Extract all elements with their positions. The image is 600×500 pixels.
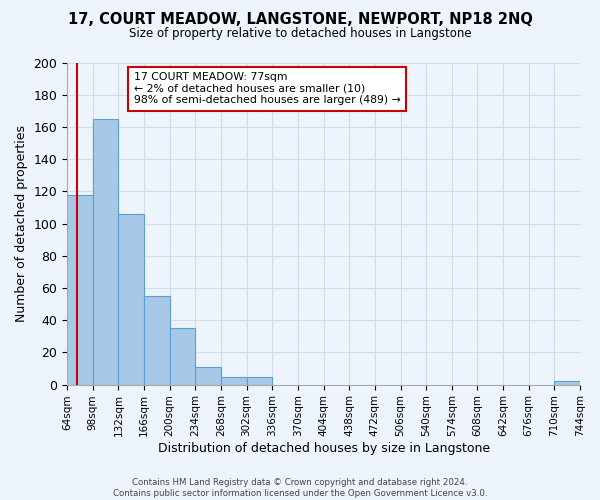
Bar bbox=[554, 382, 580, 384]
X-axis label: Distribution of detached houses by size in Langstone: Distribution of detached houses by size … bbox=[158, 442, 490, 455]
Text: 17, COURT MEADOW, LANGSTONE, NEWPORT, NP18 2NQ: 17, COURT MEADOW, LANGSTONE, NEWPORT, NP… bbox=[68, 12, 532, 28]
Text: Size of property relative to detached houses in Langstone: Size of property relative to detached ho… bbox=[128, 28, 472, 40]
Bar bbox=[170, 328, 196, 384]
Bar bbox=[196, 367, 221, 384]
Bar bbox=[221, 376, 247, 384]
Text: 17 COURT MEADOW: 77sqm
← 2% of detached houses are smaller (10)
98% of semi-deta: 17 COURT MEADOW: 77sqm ← 2% of detached … bbox=[134, 72, 401, 106]
Bar bbox=[93, 119, 118, 384]
Bar bbox=[144, 296, 170, 384]
Bar bbox=[118, 214, 144, 384]
Bar bbox=[67, 194, 93, 384]
Text: Contains HM Land Registry data © Crown copyright and database right 2024.
Contai: Contains HM Land Registry data © Crown c… bbox=[113, 478, 487, 498]
Bar bbox=[247, 376, 272, 384]
Y-axis label: Number of detached properties: Number of detached properties bbox=[15, 125, 28, 322]
